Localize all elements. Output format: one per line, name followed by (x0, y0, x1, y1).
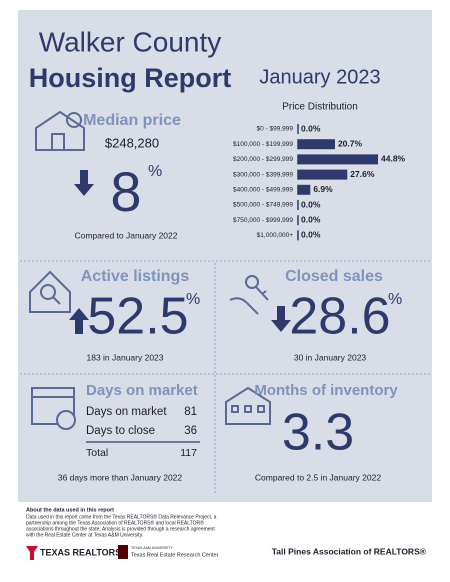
median-value: $248,280 (105, 135, 159, 150)
active-comparison: 183 in January 2023 (86, 352, 163, 362)
bar (298, 139, 335, 150)
median-change: 8 (110, 160, 141, 223)
dist-label: $100,000 - $199,999 (233, 141, 293, 148)
logo1: TEXAS REALTORS (40, 547, 121, 557)
dist-label: $200,000 - $299,999 (233, 156, 293, 163)
bar (298, 169, 348, 180)
price-distribution: $0 - $99,999 0.0% $100,000 - $199,999 20.7%… (233, 123, 406, 241)
about-line: with the Real Estate Center at Texas A&M… (26, 532, 143, 538)
dist-title: Price Distribution (282, 102, 358, 113)
dom-row-value: 117 (180, 447, 197, 459)
about-line: Data used in this report come from the T… (26, 513, 217, 520)
bar (298, 154, 378, 165)
median-comparison: Compared to January 2022 (74, 230, 177, 240)
moi-value: 3.3 (282, 404, 354, 462)
dist-label: $1,000,000+ (257, 232, 294, 239)
dom-row-label: Days to close (86, 425, 155, 437)
building-icon (225, 386, 271, 425)
dom-row-label: Total (86, 447, 108, 459)
period: January 2023 (259, 66, 380, 88)
dom-comparison: 36 days more than January 2022 (58, 472, 183, 482)
dom-row-value: 36 (184, 425, 197, 437)
dist-label: $400,000 - $499,999 (233, 187, 293, 194)
down-arrow (74, 170, 94, 196)
unit: % (186, 291, 200, 308)
calendar-icon (31, 387, 76, 430)
moi-comparison: Compared to 2.5 in January 2022 (255, 472, 381, 482)
logo2: Texas Real Estate Research Center (131, 552, 219, 558)
bar-label: 0.0% (301, 214, 321, 224)
active-change: 52.5 (87, 288, 188, 346)
logo2-top: TEXAS A&M UNIVERSITY (131, 546, 173, 550)
up-arrow (69, 308, 89, 334)
bar-label: 0.0% (301, 230, 321, 240)
closed-comparison: 30 in January 2023 (294, 352, 367, 362)
bar-label: 27.6% (350, 169, 375, 179)
dist-label: $500,000 - $749,999 (233, 202, 293, 209)
title-line2: Housing Report (29, 63, 232, 93)
about-title: About the data used in this report (26, 507, 114, 513)
bar-label: 6.9% (313, 184, 333, 194)
bar-label: 44.8% (381, 154, 406, 164)
bar-label: 20.7% (338, 138, 363, 148)
dom-heading: Days on market (86, 382, 198, 399)
closed-heading: Closed sales (285, 268, 383, 285)
moi-heading: Months of inventory (254, 382, 398, 399)
down-arrow (271, 306, 291, 332)
dist-label: $750,000 - $999,999 (233, 217, 293, 224)
association: Tall Pines Association of REALTORS® (272, 546, 427, 556)
median-heading: Median price (83, 112, 181, 129)
unit: % (388, 291, 402, 308)
dist-label: $300,000 - $399,999 (233, 171, 293, 178)
active-heading: Active listings (81, 268, 190, 285)
logo-mark (26, 546, 38, 560)
key-hand-icon (229, 275, 269, 315)
dist-label: $0 - $99,999 (256, 126, 293, 133)
about-line: partnership among the Texas Association … (26, 519, 204, 526)
about-line: associations throughout the state. Analy… (26, 526, 215, 532)
bar (298, 184, 311, 195)
bar-label: 0.0% (301, 199, 321, 209)
logo-mark (118, 545, 128, 559)
search-house-icon (29, 270, 71, 313)
unit: % (148, 163, 162, 180)
bar-label: 0.0% (301, 123, 321, 133)
dom-row-label: Days on market (86, 406, 167, 418)
title-line1: Walker County (39, 26, 222, 57)
closed-change: 28.6 (289, 288, 390, 346)
dom-row-value: 81 (184, 406, 197, 418)
house-icon (35, 110, 85, 151)
